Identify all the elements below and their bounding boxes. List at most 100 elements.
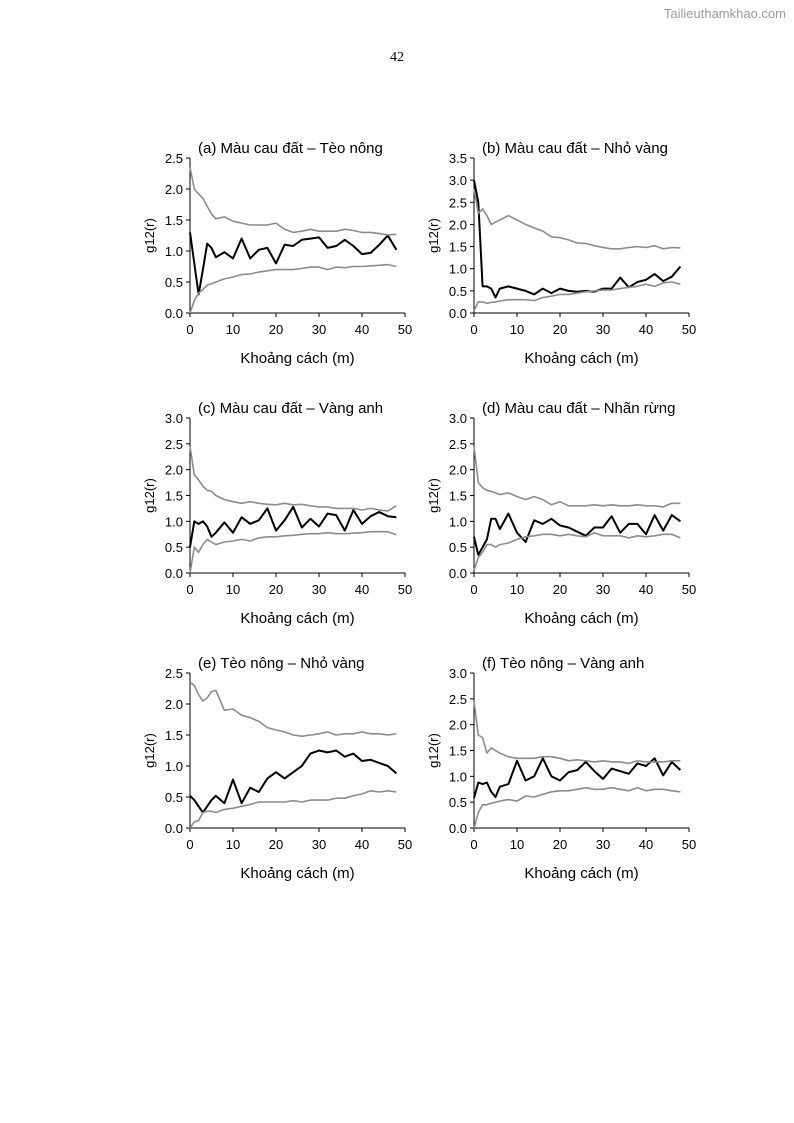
chart-panel-c: (c) Màu cau đất – Vàng anh 0.0 0.5 1.0 1.5 2.… [142,400,412,627]
y-tick-label: 2.0 [449,463,467,478]
y-tick-label: 2.5 [165,666,183,681]
y-axis-label: g12(r) [142,218,157,253]
y-tick-label: 1.5 [165,213,183,228]
x-axis-label: Khoảng cách (m) [524,610,638,627]
y-tick-label: 2.0 [449,217,467,232]
chart-panel-a: (a) Màu cau đất – Tèo nông 0.0 0.5 1.0 1.5 2.… [142,140,412,367]
x-tick-label: 50 [398,322,412,337]
x-tick-label: 30 [312,322,326,337]
y-axis-label: g12(r) [426,218,441,253]
series-upper-line [189,167,397,236]
y-axis-label: g12(r) [142,733,157,768]
y-tick-label: 0.0 [449,306,467,321]
y-tick-label: 1.0 [449,514,467,529]
y-tick-label: 2.0 [165,697,183,712]
chart-panel-b: (b) Màu cau đất – Nhỏ vàng 0.0 0.5 1.0 1.5 2.… [426,140,696,367]
y-tick-label: 2.5 [449,692,467,707]
x-tick-label: 50 [682,582,696,597]
x-tick-label: 10 [226,322,240,337]
chart-title: (d) Màu cau đất – Nhãn rừng [482,400,675,417]
series-observed-line [189,749,398,814]
y-tick-label: 1.5 [165,728,183,743]
series-observed-line [189,505,397,548]
chart-title: (e) Tèo nông – Nhỏ vàng [198,655,365,672]
y-tick-label: 0.0 [449,821,467,836]
y-tick-label: 1.5 [165,489,183,504]
x-tick-label: 30 [312,837,326,852]
y-tick-label: 0.0 [165,821,183,836]
x-tick-label: 40 [639,322,653,337]
y-tick-label: 2.0 [449,718,467,733]
series-lower-line [189,790,397,829]
y-tick-label: 1.5 [449,240,467,255]
chart-title: (b) Màu cau đất – Nhỏ vàng [482,140,668,157]
x-tick-label: 50 [398,837,412,852]
watermark: Tailieuthamkhao.com [663,6,786,21]
x-tick-label: 20 [269,582,283,597]
x-tick-label: 30 [596,322,610,337]
x-tick-label: 40 [639,582,653,597]
x-tick-label: 30 [596,582,610,597]
y-tick-label: 1.0 [449,769,467,784]
y-tick-label: 0.5 [165,275,183,290]
y-tick-label: 2.5 [449,437,467,452]
y-tick-label: 0.5 [165,540,183,555]
x-tick-label: 20 [269,322,283,337]
x-tick-label: 40 [355,582,369,597]
x-tick-label: 0 [470,322,477,337]
x-tick-label: 10 [510,837,524,852]
y-axis-label: g12(r) [142,478,157,513]
chart-title: (a) Màu cau đất – Tèo nông [198,140,383,157]
y-tick-label: 1.0 [165,759,183,774]
series-lower-line [189,263,397,314]
x-axis-label: Khoảng cách (m) [240,865,354,882]
x-tick-label: 10 [226,582,240,597]
x-tick-label: 0 [186,837,193,852]
y-tick-label: 3.5 [449,151,467,166]
series-upper-line [473,188,681,250]
y-tick-label: 3.0 [165,411,183,426]
y-tick-label: 0.0 [449,566,467,581]
y-tick-label: 3.0 [449,666,467,681]
x-axis-label: Khoảng cách (m) [524,865,638,882]
y-tick-label: 0.5 [165,790,183,805]
y-tick-label: 1.5 [449,744,467,759]
x-tick-label: 20 [553,837,567,852]
chart-panel-e: (e) Tèo nông – Nhỏ vàng 0.0 0.5 1.0 1.5 2.0 2.… [142,655,412,882]
x-tick-label: 50 [682,322,696,337]
x-tick-label: 40 [355,322,369,337]
x-tick-label: 0 [470,837,477,852]
y-axis-label: g12(r) [426,733,441,768]
series-observed-line [473,512,681,556]
y-tick-label: 2.0 [165,182,183,197]
x-tick-label: 0 [470,582,477,597]
x-tick-label: 30 [596,837,610,852]
y-axis-label: g12(r) [426,478,441,513]
y-tick-label: 2.5 [165,437,183,452]
page-number: 42 [390,50,404,65]
x-tick-label: 20 [553,322,567,337]
x-tick-label: 50 [398,582,412,597]
x-tick-label: 40 [639,837,653,852]
x-tick-label: 40 [355,837,369,852]
series-observed-line [473,757,682,799]
x-axis-label: Khoảng cách (m) [240,610,354,627]
y-tick-label: 1.0 [165,514,183,529]
y-tick-label: 2.5 [449,195,467,210]
chart-panel-d: (d) Màu cau đất – Nhãn rừng 0.0 0.5 1.0 1.5 2… [426,400,696,627]
series-upper-line [473,701,681,765]
series-lower-line [189,530,397,574]
x-tick-label: 20 [269,837,283,852]
series-lower-line [473,281,681,312]
x-tick-label: 10 [510,322,524,337]
series-lower-line [473,531,681,571]
y-tick-label: 2.0 [165,463,183,478]
y-tick-label: 3.0 [449,173,467,188]
chart-title: (f) Tèo nông – Vàng anh [482,655,644,672]
y-tick-label: 1.0 [165,244,183,259]
series-lower-line [473,786,681,829]
y-tick-label: 0.0 [165,306,183,321]
chart-panel-f: (f) Tèo nông – Vàng anh 0.0 0.5 1.0 1.5 2.0 2.… [426,655,696,882]
x-tick-label: 30 [312,582,326,597]
x-axis-label: Khoảng cách (m) [524,350,638,367]
